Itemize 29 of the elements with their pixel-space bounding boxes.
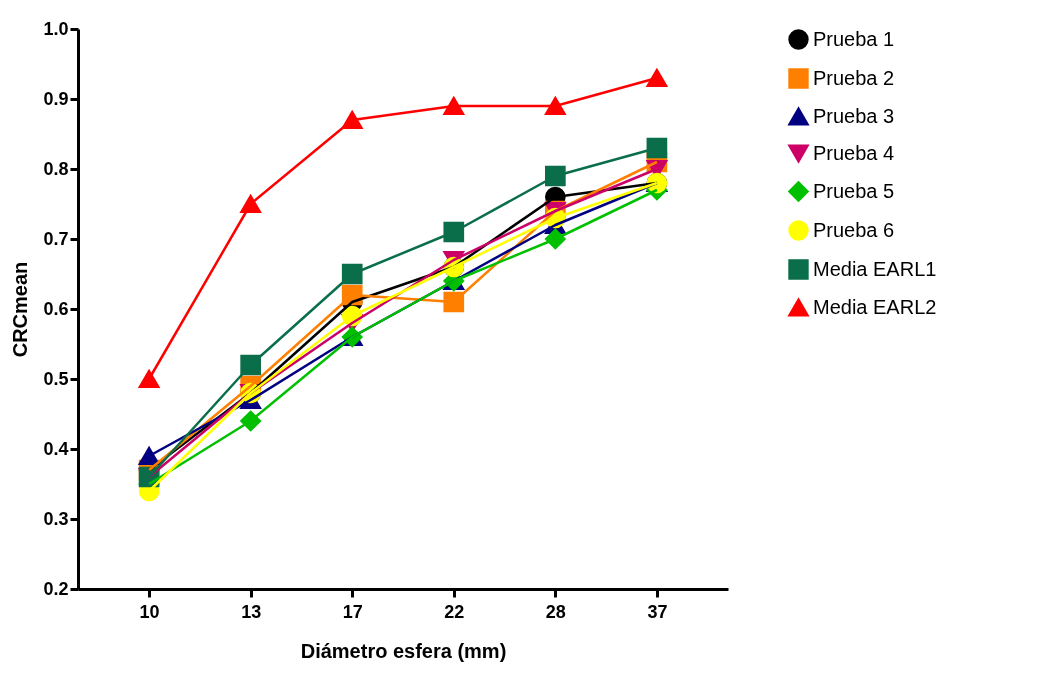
- point: [138, 369, 160, 389]
- x-tick-label: 17: [342, 601, 363, 622]
- point: [646, 68, 668, 88]
- x-tick-label: 22: [444, 601, 465, 622]
- x-tick-label: 37: [647, 601, 668, 622]
- y-tick-label: 0.9: [43, 88, 69, 109]
- point: [138, 446, 160, 466]
- y-tick-label: 0.3: [43, 508, 69, 529]
- x-axis-title: Diámetro esfera (mm): [300, 639, 507, 662]
- legend-label: Prueba 6: [813, 218, 895, 241]
- legend-label: Prueba 2: [813, 66, 895, 89]
- point: [545, 96, 566, 116]
- y-tick-label: 0.5: [43, 368, 69, 389]
- y-tick-label: 0.2: [43, 578, 69, 599]
- y-tick-label: 0.6: [43, 298, 69, 319]
- legend-label: Media EARL2: [813, 295, 937, 318]
- x-tick-label: 28: [545, 601, 566, 622]
- legend-label: Prueba 3: [813, 104, 895, 127]
- y-tick-label: 0.7: [43, 228, 69, 249]
- legend-label: Prueba 4: [813, 141, 895, 164]
- legend-label: Prueba 5: [813, 179, 895, 202]
- y-axis-title: CRCmean: [9, 261, 32, 358]
- y-tick-label: 0.8: [43, 158, 69, 179]
- y-tick-label: 0.4: [43, 438, 69, 459]
- legend-label: Prueba 1: [813, 27, 895, 50]
- legend-label: Media EARL1: [813, 257, 937, 280]
- x-tick-label: 13: [241, 601, 262, 622]
- y-tick-label: 1.0: [43, 18, 69, 39]
- x-tick-label: 10: [139, 601, 160, 622]
